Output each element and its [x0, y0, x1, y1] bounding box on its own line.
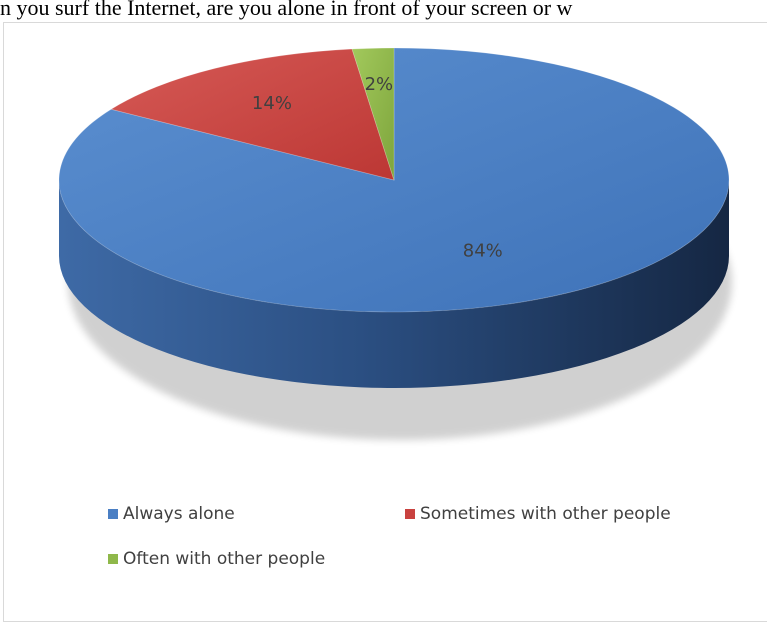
- pie-slice-sometimes-with-other-people: [110, 48, 395, 181]
- legend-swatch: [405, 509, 415, 519]
- data-label-always-alone: 84%: [463, 241, 503, 262]
- pie-slice-often-with-other-people: [351, 47, 395, 181]
- legend-swatch: [108, 554, 118, 564]
- data-label-sometimes-with-other-people: 14%: [252, 93, 292, 114]
- page-title: n you surf the Internet, are you alone i…: [0, 0, 573, 20]
- pie-chart: 84% 14% 2%: [58, 47, 732, 440]
- legend-swatch: [108, 509, 118, 519]
- legend-label: Sometimes with other people: [420, 504, 671, 524]
- legend-label: Often with other people: [123, 549, 326, 569]
- legend-item-sometimes-with-other-people: Sometimes with other people: [405, 504, 671, 524]
- legend-item-often-with-other-people: Often with other people: [108, 549, 325, 569]
- legend-item-always-alone: Always alone: [108, 504, 235, 524]
- legend-label: Always alone: [123, 504, 235, 524]
- pie-slice-always-alone: [58, 47, 730, 313]
- pie-side-wall: [59, 180, 729, 388]
- data-label-often-with-other-people: 2%: [365, 74, 394, 95]
